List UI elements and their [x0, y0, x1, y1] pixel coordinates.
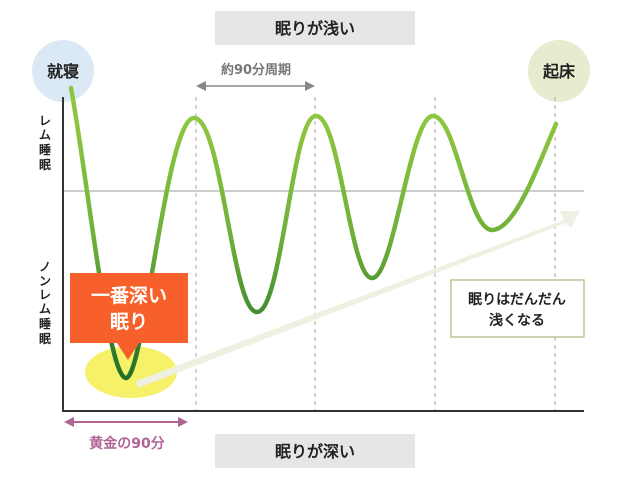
- deep-sleep-label: 眠りが深い: [275, 442, 355, 461]
- rem-char: 眠: [39, 158, 51, 172]
- cycle-arrow-head-left: [196, 81, 206, 91]
- sleep-wave: [68, 85, 559, 381]
- shallow-sleep-box: [215, 11, 415, 45]
- deepest-callout-pointer: [117, 343, 139, 360]
- golden-90-label: 黄金の90分: [89, 435, 164, 452]
- deep-sleep-box: [215, 434, 415, 468]
- cycle-dividers: [195, 97, 556, 410]
- wake-circle: [528, 40, 590, 102]
- cycle-arrow-head-right: [305, 81, 315, 91]
- nonrem-char: ム: [39, 302, 51, 316]
- rem-char: レ: [39, 114, 51, 128]
- nonrem-char: 眠: [39, 332, 51, 346]
- nonrem-char: レ: [39, 288, 51, 302]
- rem-sleep-label: レ ム 睡 眠: [39, 114, 51, 172]
- trend-text-line2: 浅くなる: [489, 312, 545, 329]
- nonrem-char: ノ: [39, 260, 51, 274]
- deepest-callout-line1: 一番深い: [91, 284, 167, 307]
- bedtime-label: 就寝: [47, 62, 79, 81]
- bedtime-circle: [32, 40, 94, 102]
- trend-arrow: [136, 211, 580, 388]
- golden-arrow-head-left: [64, 417, 74, 427]
- deepest-callout-line2: 眠り: [110, 311, 148, 333]
- nonrem-sleep-label: ノ ン レ ム 睡 眠: [39, 260, 51, 346]
- trend-text-line1: 眠りはだんだん: [468, 292, 566, 308]
- cycle-label: 約90分周期: [221, 62, 291, 78]
- nonrem-char: ン: [39, 274, 51, 288]
- rem-char: ム: [39, 128, 51, 142]
- wake-label: 起床: [542, 62, 576, 81]
- nonrem-char: 睡: [39, 316, 51, 331]
- deepest-callout-box: [70, 273, 188, 343]
- rem-char: 睡: [39, 142, 51, 157]
- trend-text-box: [450, 279, 585, 338]
- shallow-sleep-label: 眠りが浅い: [275, 19, 355, 38]
- golden-arrow-head-right: [178, 417, 188, 427]
